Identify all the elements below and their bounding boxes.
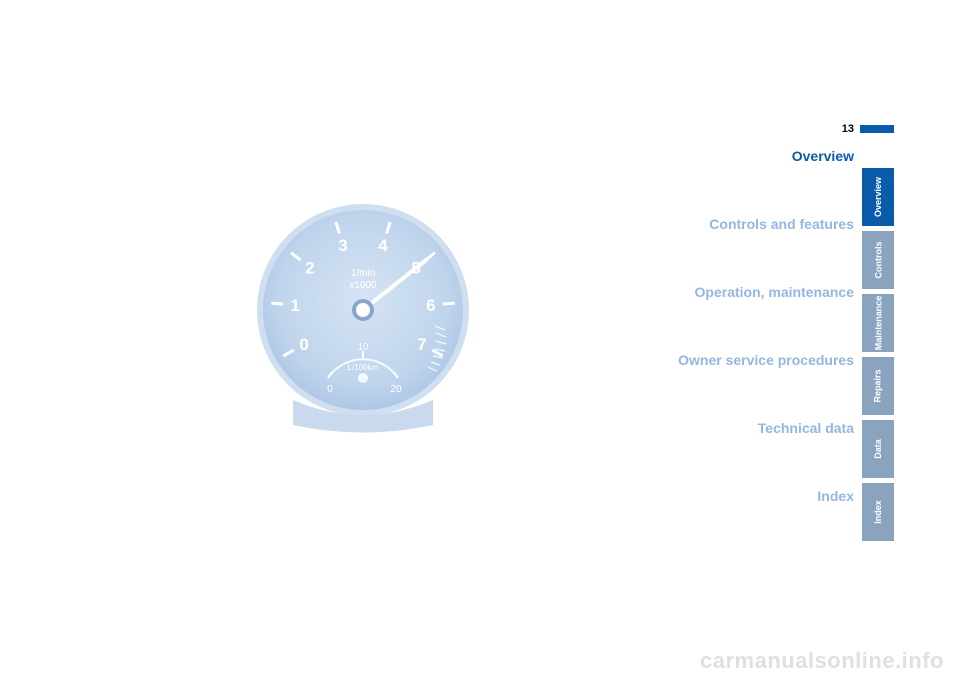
tab-label: Overview [873, 177, 883, 217]
gauge-number: 4 [378, 236, 388, 255]
watermark: carmanualsonline.info [700, 648, 944, 674]
gauge-number: 1 [290, 296, 299, 315]
sub-num-2: 20 [390, 384, 402, 395]
tab-maintenance[interactable]: Maintenance [862, 294, 894, 352]
section-headings: Overview Controls and features Operation… [594, 148, 854, 556]
tab-index[interactable]: Index [862, 483, 894, 541]
gauge-unit-bottom: x1000 [349, 280, 377, 291]
gauge-number: 3 [338, 236, 347, 255]
tachometer-illustration: 01234567 1/min x1000 0 10 20 L/100km [248, 200, 478, 440]
gauge-number: 6 [426, 296, 435, 315]
gauge-number: 0 [299, 335, 308, 354]
section-index[interactable]: Index [817, 488, 854, 504]
gauge-number: 7 [417, 335, 426, 354]
page-number: 13 [842, 123, 854, 135]
section-controls[interactable]: Controls and features [709, 216, 854, 232]
page-number-bar [860, 125, 894, 133]
section-owner[interactable]: Owner service procedures [678, 352, 854, 368]
sub-label: L/100km [348, 363, 379, 372]
tab-controls[interactable]: Controls [862, 231, 894, 289]
section-technical[interactable]: Technical data [758, 420, 854, 436]
tab-label: Controls [873, 242, 883, 279]
tab-label: Index [873, 500, 883, 524]
sub-num-0: 0 [327, 384, 333, 395]
gauge-unit-top: 1/min [351, 268, 375, 279]
tab-repairs[interactable]: Repairs [862, 357, 894, 415]
gauge-svg: 01234567 1/min x1000 0 10 20 L/100km [248, 200, 478, 440]
tab-label: Repairs [873, 369, 883, 402]
sub-num-mid: 10 [357, 342, 369, 353]
section-overview[interactable]: Overview [792, 148, 854, 164]
tab-overview[interactable]: Overview [862, 168, 894, 226]
section-operation[interactable]: Operation, maintenance [695, 284, 854, 300]
side-tabs: Overview Controls Maintenance Repairs Da… [862, 168, 894, 541]
gauge-number: 2 [305, 259, 314, 278]
tab-label: Data [873, 439, 883, 459]
tab-label: Maintenance [873, 296, 883, 351]
tab-data[interactable]: Data [862, 420, 894, 478]
page-number-row: 13 [842, 123, 894, 135]
